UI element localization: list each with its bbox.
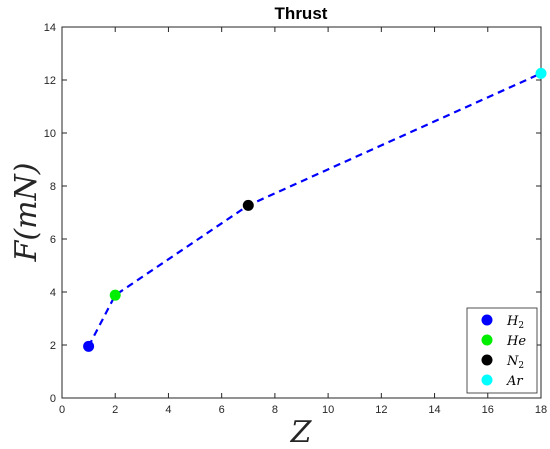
y-tick-label: 4 — [50, 287, 56, 299]
x-tick-label: 12 — [375, 404, 387, 416]
y-tick-label: 14 — [44, 22, 56, 34]
legend-label-ar: Ar — [506, 374, 523, 389]
x-tick-label: 14 — [428, 404, 440, 416]
data-point-h2 — [83, 340, 95, 352]
x-axis: 0 2 4 6 8 10 12 14 16 18 — [59, 27, 547, 416]
legend-label-n2: N2 — [506, 354, 524, 371]
legend-box — [466, 307, 538, 394]
legend-marker-h2 — [481, 314, 493, 326]
x-tick-label: 10 — [322, 404, 334, 416]
legend-marker-he — [481, 334, 493, 346]
y-axis: 0 2 4 6 8 10 12 14 — [44, 22, 541, 405]
x-tick-label: 0 — [59, 404, 65, 416]
legend-label-he: He — [506, 334, 526, 349]
x-tick-label: 4 — [165, 404, 171, 416]
x-tick-label: 6 — [219, 404, 225, 416]
data-point-he — [109, 289, 121, 301]
x-tick-label: 2 — [112, 404, 118, 416]
legend-marker-n2 — [481, 354, 493, 366]
legend: H2 He N2 Ar — [466, 307, 538, 394]
data-point-ar — [535, 67, 547, 79]
plot-area — [61, 26, 542, 399]
y-axis-label: F(mN) — [9, 163, 44, 263]
y-tick-label: 6 — [50, 234, 56, 246]
y-tick-label: 8 — [50, 181, 56, 193]
series-line — [87, 72, 542, 347]
legend-marker-ar — [481, 374, 493, 386]
y-tick-label: 0 — [50, 393, 56, 405]
y-tick-label: 2 — [50, 340, 56, 352]
chart-title: Thrust — [275, 4, 328, 23]
x-tick-label: 8 — [272, 404, 278, 416]
y-tick-label: 12 — [44, 75, 56, 87]
x-axis-label: Z — [290, 415, 313, 449]
data-point-n2 — [242, 199, 254, 211]
x-tick-label: 18 — [535, 404, 547, 416]
legend-label-h2: H2 — [506, 314, 524, 331]
x-tick-label: 16 — [482, 404, 494, 416]
data-points — [83, 67, 547, 352]
y-tick-label: 10 — [44, 128, 56, 140]
